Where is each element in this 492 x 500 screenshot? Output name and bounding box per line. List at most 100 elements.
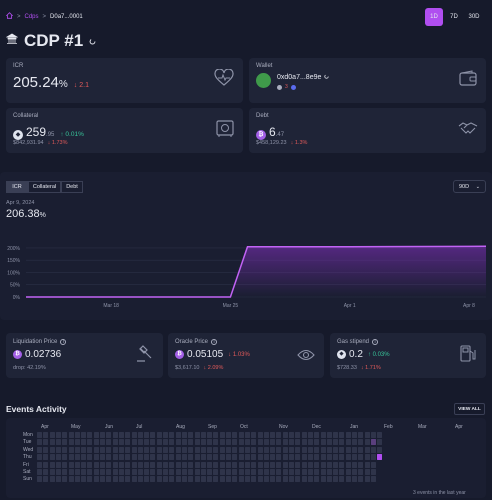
- heatmap-cell[interactable]: [55, 432, 61, 438]
- heatmap-cell[interactable]: [106, 446, 112, 453]
- heatmap-cell[interactable]: [194, 469, 200, 475]
- heatmap-cell[interactable]: [68, 454, 74, 461]
- heatmap-cell[interactable]: [301, 454, 307, 461]
- heatmap-cell[interactable]: [125, 461, 131, 468]
- heatmap-cell[interactable]: [364, 476, 370, 483]
- heatmap-cell[interactable]: [131, 461, 137, 468]
- heatmap-cell[interactable]: [232, 476, 238, 483]
- range-30d-button[interactable]: 30D: [468, 14, 480, 20]
- heatmap-cell[interactable]: [326, 454, 332, 461]
- heatmap-cell[interactable]: [270, 454, 276, 461]
- heatmap-cell[interactable]: [207, 439, 213, 446]
- heatmap-cell[interactable]: [251, 476, 257, 483]
- heatmap-cell[interactable]: [207, 476, 213, 483]
- heatmap-cell[interactable]: [37, 476, 43, 483]
- heatmap-cell[interactable]: [333, 432, 339, 438]
- heatmap-cell[interactable]: [232, 446, 238, 453]
- heatmap-cell[interactable]: [377, 454, 383, 461]
- heatmap-cell[interactable]: [358, 461, 364, 468]
- heatmap-cell[interactable]: [270, 432, 276, 438]
- heatmap-cell[interactable]: [232, 439, 238, 446]
- heatmap-cell[interactable]: [364, 461, 370, 468]
- heatmap-cell[interactable]: [270, 476, 276, 483]
- heatmap-cell[interactable]: [163, 476, 169, 483]
- heatmap-cell[interactable]: [137, 461, 143, 468]
- heatmap-cell[interactable]: [232, 454, 238, 461]
- heatmap-cell[interactable]: [37, 461, 43, 468]
- heatmap-cell[interactable]: [194, 476, 200, 483]
- heatmap-cell[interactable]: [370, 446, 376, 453]
- heatmap-cell[interactable]: [200, 454, 206, 461]
- heatmap-cell[interactable]: [181, 446, 187, 453]
- heatmap-cell[interactable]: [289, 432, 295, 438]
- heatmap-cell[interactable]: [377, 439, 383, 446]
- heatmap-cell[interactable]: [156, 432, 162, 438]
- heatmap-cell[interactable]: [194, 446, 200, 453]
- heatmap-cell[interactable]: [55, 439, 61, 446]
- heatmap-cell[interactable]: [238, 439, 244, 446]
- range-7d-button[interactable]: 7D: [450, 14, 458, 20]
- heatmap-cell[interactable]: [49, 476, 55, 483]
- heatmap-cell[interactable]: [144, 446, 150, 453]
- heatmap-cell[interactable]: [106, 454, 112, 461]
- heatmap-cell[interactable]: [181, 439, 187, 446]
- heatmap-cell[interactable]: [257, 446, 263, 453]
- heatmap-cell[interactable]: [238, 461, 244, 468]
- info-icon[interactable]: i: [372, 339, 379, 345]
- heatmap-cell[interactable]: [188, 446, 194, 453]
- heatmap-cell[interactable]: [358, 439, 364, 446]
- heatmap-cell[interactable]: [169, 469, 175, 475]
- heatmap-cell[interactable]: [333, 469, 339, 475]
- heatmap-cell[interactable]: [131, 432, 137, 438]
- heatmap-cell[interactable]: [87, 446, 93, 453]
- heatmap-cell[interactable]: [307, 432, 313, 438]
- heatmap-cell[interactable]: [55, 461, 61, 468]
- heatmap-cell[interactable]: [156, 439, 162, 446]
- heatmap-cell[interactable]: [295, 461, 301, 468]
- heatmap-cell[interactable]: [358, 432, 364, 438]
- heatmap-cell[interactable]: [169, 454, 175, 461]
- heatmap-cell[interactable]: [370, 432, 376, 438]
- heatmap-cell[interactable]: [137, 454, 143, 461]
- heatmap-cell[interactable]: [93, 461, 99, 468]
- heatmap-cell[interactable]: [270, 446, 276, 453]
- tab-icr[interactable]: ICR: [6, 181, 28, 193]
- heatmap-cell[interactable]: [156, 469, 162, 475]
- heatmap-cell[interactable]: [333, 446, 339, 453]
- heatmap-cell[interactable]: [358, 454, 364, 461]
- heatmap-cell[interactable]: [137, 476, 143, 483]
- heatmap-cell[interactable]: [320, 469, 326, 475]
- tab-debt[interactable]: Debt: [61, 181, 83, 193]
- heatmap-cell[interactable]: [345, 446, 351, 453]
- heatmap-cell[interactable]: [370, 439, 376, 446]
- heatmap-cell[interactable]: [100, 454, 106, 461]
- heatmap-cell[interactable]: [358, 476, 364, 483]
- heatmap-cell[interactable]: [301, 432, 307, 438]
- heatmap-cell[interactable]: [125, 476, 131, 483]
- heatmap-cell[interactable]: [244, 432, 250, 438]
- heatmap-cell[interactable]: [320, 446, 326, 453]
- heatmap-cell[interactable]: [37, 432, 43, 438]
- heatmap-cell[interactable]: [295, 469, 301, 475]
- heatmap-cell[interactable]: [106, 461, 112, 468]
- heatmap-cell[interactable]: [150, 446, 156, 453]
- heatmap-cell[interactable]: [144, 476, 150, 483]
- heatmap-cell[interactable]: [150, 476, 156, 483]
- heatmap-cell[interactable]: [232, 432, 238, 438]
- heatmap-cell[interactable]: [93, 432, 99, 438]
- heatmap-cell[interactable]: [163, 461, 169, 468]
- heatmap-cell[interactable]: [49, 461, 55, 468]
- heatmap-cell[interactable]: [49, 446, 55, 453]
- heatmap-cell[interactable]: [87, 454, 93, 461]
- heatmap-cell[interactable]: [244, 461, 250, 468]
- heatmap-cell[interactable]: [181, 461, 187, 468]
- heatmap-cell[interactable]: [364, 439, 370, 446]
- chart-range-select[interactable]: 90D ⌄: [453, 180, 486, 193]
- heatmap-cell[interactable]: [213, 476, 219, 483]
- heatmap-cell[interactable]: [226, 469, 232, 475]
- heatmap-cell[interactable]: [112, 469, 118, 475]
- heatmap-cell[interactable]: [213, 469, 219, 475]
- heatmap-cell[interactable]: [169, 439, 175, 446]
- heatmap-cell[interactable]: [150, 454, 156, 461]
- heatmap-cell[interactable]: [125, 432, 131, 438]
